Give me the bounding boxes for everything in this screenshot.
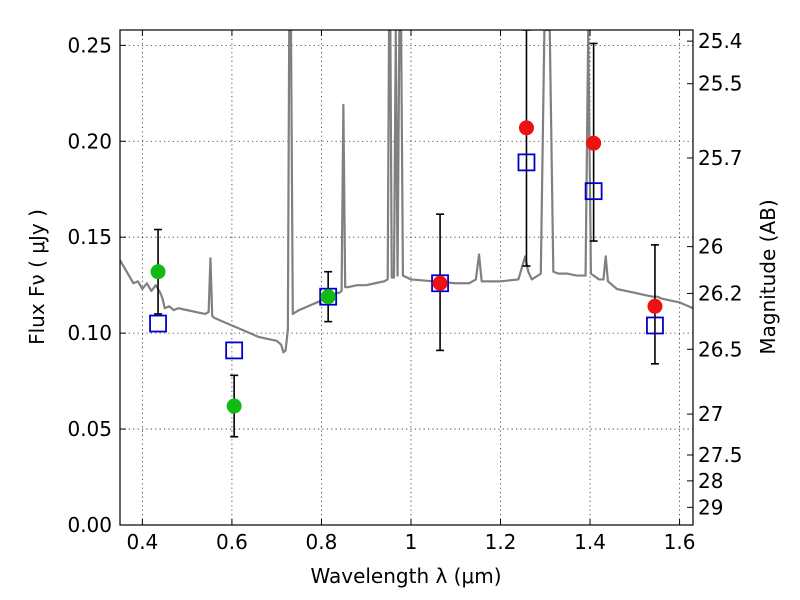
x-tick-label: 0.4 — [126, 530, 158, 554]
y-axis-title: Flux Fν ( μJy ) — [25, 209, 49, 345]
x-axis-title: Wavelength λ (μm) — [310, 564, 501, 588]
red-data-point — [518, 120, 534, 136]
y-axis-ticks: 0.00 0.05 0.10 0.15 0.20 0.25 — [67, 33, 126, 537]
observed-photometry-points — [150, 120, 663, 414]
model-square — [517, 153, 536, 172]
y2-tick-label: 26.5 — [698, 337, 743, 361]
y-tick-label: 0.25 — [67, 33, 112, 57]
model-square — [431, 274, 449, 293]
green-data-point — [226, 398, 242, 414]
spectrum-line — [120, 30, 693, 354]
grid — [120, 30, 693, 525]
y-tick-label: 0.20 — [67, 129, 112, 153]
x-tick-label: 1.6 — [664, 530, 696, 554]
photometry-errorbars — [154, 30, 659, 438]
y2-tick-label: 29 — [698, 495, 723, 519]
red-data-point — [647, 298, 663, 314]
model-square — [319, 287, 338, 306]
x-tick-label: 0.6 — [216, 530, 248, 554]
model-square — [149, 314, 167, 333]
x-tick-label: 1.4 — [574, 530, 606, 554]
y2-tick-label: 26.2 — [698, 281, 743, 305]
plot-frame — [119, 29, 694, 526]
y-tick-label: 0.15 — [67, 225, 112, 249]
y2-tick-label: 25.7 — [698, 146, 743, 170]
red-data-point — [432, 275, 448, 291]
y2-tick-label: 26 — [698, 235, 723, 259]
y-tick-label: 0.05 — [67, 417, 112, 441]
green-data-point — [150, 264, 166, 280]
x-axis-ticks: 0.4 0.6 0.8 1 1.2 1.4 1.6 — [126, 30, 695, 554]
y2-tick-label: 28 — [698, 469, 723, 493]
model-square — [584, 182, 603, 201]
y-tick-label: 0.00 — [67, 513, 112, 537]
y2-tick-label: 27 — [698, 402, 723, 426]
green-data-point — [320, 289, 336, 305]
y2-tick-label: 25.4 — [698, 29, 743, 53]
spectrum-series — [120, 30, 693, 354]
model-photometry-squares — [149, 153, 664, 360]
y2-axis-title: Magnitude (AB) — [756, 199, 780, 354]
x-tick-label: 0.8 — [306, 530, 338, 554]
y-tick-label: 0.10 — [67, 321, 112, 345]
model-square — [646, 316, 664, 335]
y2-tick-label: 25.5 — [698, 72, 743, 96]
x-tick-label: 1.2 — [485, 530, 517, 554]
y2-tick-label: 27.5 — [698, 443, 743, 467]
model-square — [225, 341, 244, 360]
red-data-point — [586, 135, 602, 151]
x-tick-label: 1 — [405, 530, 418, 554]
